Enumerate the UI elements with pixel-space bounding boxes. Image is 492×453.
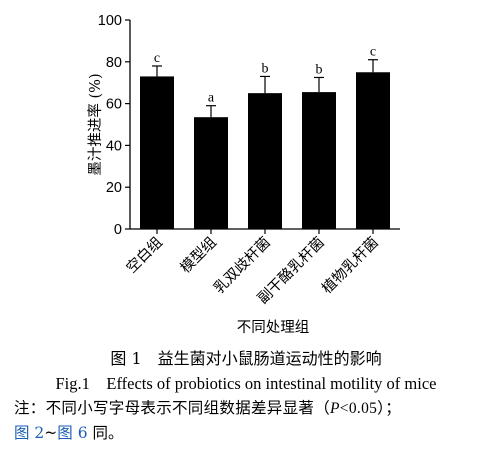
category-label: 植物乳杆菌 (319, 234, 382, 297)
category-label: 模型组 (177, 234, 220, 277)
bar (356, 72, 390, 229)
y-tick-label: 0 (114, 222, 122, 238)
bar (194, 117, 228, 229)
bar (248, 93, 282, 230)
significance-label: c (154, 51, 160, 66)
note-end: 同。 (87, 424, 124, 442)
y-tick-label: 80 (106, 55, 122, 71)
note-p-symbol: P (330, 400, 340, 417)
category-label: 空白组 (123, 234, 166, 277)
bar (302, 92, 336, 229)
y-tick-label: 40 (106, 138, 122, 154)
significance-label: c (370, 45, 376, 60)
range-tilde: ~ (44, 424, 58, 442)
figure-note: 注：不同小写字母表示不同组数据差异显著（P<0.05）； (14, 396, 401, 418)
y-tick-label: 20 (106, 180, 122, 196)
y-axis-label: 墨汁推进率 (%) (87, 73, 104, 175)
figure-caption-cn: 图 1 益生菌对小鼠肠道运动性的影响 (110, 349, 382, 368)
y-tick-label: 100 (98, 13, 122, 29)
fig2-link[interactable]: 图 2 (14, 424, 45, 442)
x-axis-label: 不同处理组 (237, 319, 310, 336)
significance-label: b (316, 62, 323, 77)
significance-label: a (208, 91, 215, 106)
note-condition: <0.05）； (339, 400, 402, 417)
fig6-link[interactable]: 图 6 (57, 424, 88, 442)
y-tick-label: 60 (106, 97, 122, 113)
figure-note-line2: 图 2~图 6 同。 (14, 421, 124, 443)
significance-label: b (262, 61, 269, 76)
note-prefix: 注：不同小写字母表示不同组数据差异显著（ (14, 399, 331, 417)
bar (140, 76, 174, 230)
figure-caption-en: Fig.1 Effects of probiotics on intestina… (55, 374, 437, 393)
